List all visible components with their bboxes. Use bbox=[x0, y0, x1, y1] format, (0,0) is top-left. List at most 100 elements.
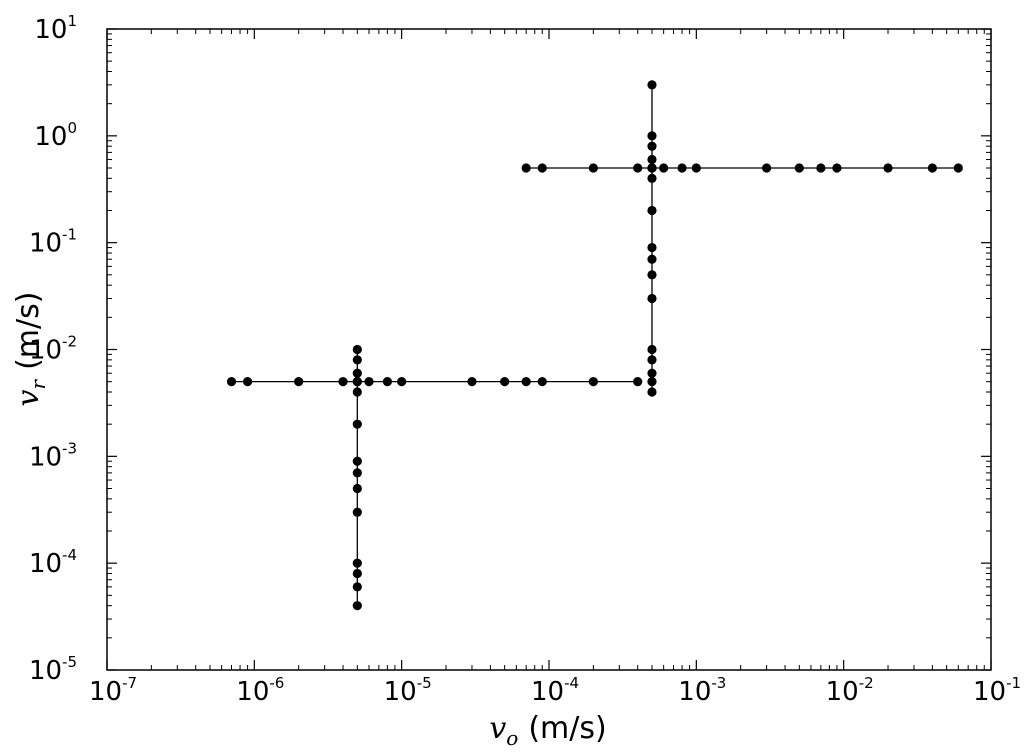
data-point bbox=[588, 163, 598, 173]
y-axis-label-sub: r bbox=[26, 378, 50, 389]
plot-frame bbox=[106, 28, 992, 671]
x-axis-label-sub: o bbox=[506, 726, 518, 750]
data-point bbox=[352, 387, 362, 397]
data-point bbox=[364, 377, 374, 387]
data-point bbox=[647, 293, 657, 304]
data-point bbox=[352, 419, 362, 429]
data-point bbox=[647, 173, 657, 183]
x-tick-label: 10-2 bbox=[826, 674, 874, 707]
x-tick-label: 10-1 bbox=[973, 674, 1021, 707]
y-tick-label-exp: 1 bbox=[67, 12, 77, 30]
data-point bbox=[677, 163, 687, 173]
data-point bbox=[633, 163, 643, 173]
data-point bbox=[647, 242, 657, 253]
y-tick-label: 10-5 bbox=[29, 653, 77, 686]
y-tick-label-base: 10 bbox=[34, 15, 67, 45]
x-tick-label-base: 10 bbox=[384, 677, 417, 707]
data-point bbox=[352, 468, 362, 478]
data-point bbox=[816, 163, 826, 173]
x-tick-label-base: 10 bbox=[531, 677, 564, 707]
data-point bbox=[352, 601, 362, 611]
x-axis-ticks: 10-7 10-6 10-5 10-4 10-3 10-2 10-1 bbox=[89, 29, 1021, 707]
data-point bbox=[294, 377, 304, 387]
data-point bbox=[647, 368, 657, 378]
x-tick-label: 10-4 bbox=[531, 674, 579, 707]
data-point bbox=[397, 377, 407, 387]
data-point bbox=[647, 270, 657, 280]
y-tick-label-exp: -3 bbox=[62, 439, 77, 457]
y-tick-label: 10-4 bbox=[29, 546, 77, 579]
x-tick-label: 10-3 bbox=[678, 674, 726, 707]
data-point bbox=[647, 355, 657, 365]
x-tick-label-exp: -2 bbox=[859, 674, 874, 692]
x-tick-label-exp: -1 bbox=[1006, 674, 1021, 692]
x-tick-label: 10-5 bbox=[384, 674, 432, 707]
y-axis-label: vr (m/s) bbox=[11, 292, 50, 407]
data-point bbox=[352, 456, 362, 466]
y-tick-label-base: 10 bbox=[29, 229, 62, 259]
data-point bbox=[647, 377, 657, 387]
data-point bbox=[338, 377, 348, 387]
x-axis-label-var: v bbox=[489, 711, 506, 746]
data-point bbox=[647, 254, 657, 264]
data-point bbox=[883, 163, 893, 173]
data-point bbox=[500, 377, 510, 387]
y-axis-label-var: v bbox=[11, 389, 46, 406]
data-point bbox=[691, 163, 701, 173]
x-tick-label: 10-6 bbox=[236, 674, 284, 707]
data-point bbox=[647, 80, 657, 90]
data-point bbox=[352, 483, 362, 494]
data-point bbox=[521, 163, 531, 173]
x-tick-label-exp: -7 bbox=[122, 674, 137, 692]
data-point bbox=[382, 377, 392, 387]
y-tick-label: 10-1 bbox=[29, 226, 77, 259]
x-tick-label-base: 10 bbox=[973, 677, 1006, 707]
data-point bbox=[953, 163, 963, 173]
series-lines bbox=[231, 84, 959, 606]
y-tick-label: 10-3 bbox=[29, 439, 77, 472]
y-tick-label-exp: 0 bbox=[67, 119, 77, 137]
x-tick-label-exp: -6 bbox=[269, 674, 284, 692]
data-point bbox=[659, 163, 669, 173]
data-point bbox=[352, 344, 362, 355]
x-tick-label-base: 10 bbox=[89, 677, 122, 707]
x-tick-label-base: 10 bbox=[826, 677, 859, 707]
data-point bbox=[537, 377, 547, 387]
data-point bbox=[647, 141, 657, 151]
y-axis-label-unit: (m/s) bbox=[11, 292, 46, 370]
y-tick-label: 100 bbox=[34, 119, 77, 152]
data-point bbox=[352, 582, 362, 592]
y-tick-label-exp: -5 bbox=[62, 653, 77, 671]
y-tick-label-base: 10 bbox=[29, 656, 62, 686]
data-points bbox=[226, 80, 963, 611]
data-point bbox=[352, 355, 362, 365]
data-point bbox=[794, 163, 804, 173]
x-tick-label-exp: -3 bbox=[711, 674, 726, 692]
data-point bbox=[352, 558, 362, 568]
data-point bbox=[647, 154, 657, 165]
data-point bbox=[647, 163, 657, 173]
y-tick-label-exp: -1 bbox=[62, 226, 77, 244]
y-tick-label-base: 10 bbox=[29, 442, 62, 472]
x-tick-label-exp: -5 bbox=[417, 674, 432, 692]
y-tick-label-base: 10 bbox=[34, 122, 67, 152]
data-point bbox=[352, 568, 362, 579]
data-point bbox=[832, 163, 842, 173]
data-point bbox=[927, 163, 937, 173]
x-tick-label: 10-7 bbox=[89, 674, 137, 707]
data-point bbox=[647, 344, 657, 355]
data-point bbox=[521, 377, 531, 387]
y-tick-label: 10-2 bbox=[29, 333, 77, 366]
y-tick-label-exp: -4 bbox=[62, 546, 77, 564]
data-point bbox=[467, 377, 477, 387]
data-point bbox=[352, 377, 362, 387]
y-tick-label-base: 10 bbox=[29, 336, 62, 366]
y-tick-label-exp: -2 bbox=[62, 333, 77, 351]
x-axis-label: vo (m/s) bbox=[489, 711, 606, 750]
data-point bbox=[588, 377, 598, 387]
data-point bbox=[647, 131, 657, 141]
data-point bbox=[352, 368, 362, 378]
data-point bbox=[537, 163, 547, 173]
